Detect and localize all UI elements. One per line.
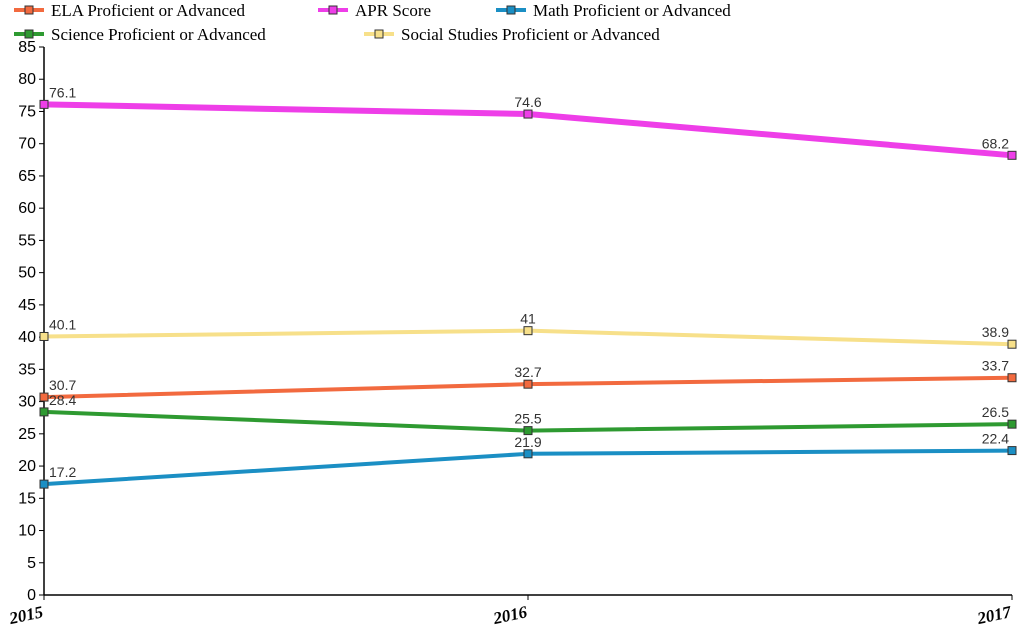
legend-swatch-marker	[328, 5, 338, 15]
y-tick-label: 30	[18, 394, 36, 411]
legend-label: Social Studies Proficient or Advanced	[401, 25, 660, 44]
data-point	[1007, 419, 1017, 429]
data-point	[1007, 339, 1017, 349]
data-label: 40.1	[49, 316, 76, 332]
data-label: 68.2	[982, 135, 1009, 151]
data-label: 74.6	[514, 94, 541, 110]
data-point	[1007, 446, 1017, 456]
legend-swatch-marker	[24, 5, 34, 15]
data-label: 33.7	[982, 358, 1009, 374]
y-tick-label: 40	[18, 329, 36, 346]
y-tick-label: 85	[18, 39, 36, 56]
legend-label: Math Proficient or Advanced	[533, 1, 731, 20]
y-tick-label: 55	[18, 232, 36, 249]
legend-label: APR Score	[355, 1, 431, 20]
data-point	[523, 109, 533, 119]
data-point	[39, 407, 49, 417]
legend-item-ela-proficient-or-advanced: ELA Proficient or Advanced	[14, 1, 246, 20]
x-axis: 2015 2016 2017	[7, 594, 1015, 628]
series-layer: 30.732.7 33.776.174.668.217.221.9 22.428.4…	[39, 84, 1017, 489]
y-tick-label: 35	[18, 361, 36, 378]
data-label: 41	[520, 311, 536, 327]
y-tick-label: 60	[18, 200, 36, 217]
data-label: 21.9	[514, 434, 541, 450]
series-apr-score: 76.1 74.6 68.2	[39, 84, 1017, 160]
data-label: 76.1	[49, 84, 76, 100]
data-point	[39, 479, 49, 489]
series-social-studies-proficient-or-advanced: 40.1 41 38.9	[39, 311, 1017, 349]
y-tick-label: 80	[18, 71, 36, 88]
data-point	[523, 449, 533, 459]
data-point	[39, 331, 49, 341]
legend-label: Science Proficient or Advanced	[51, 25, 266, 44]
legend-swatch-marker	[374, 29, 384, 39]
data-point	[523, 379, 533, 389]
data-label: 26.5	[982, 404, 1009, 420]
y-tick-label: 45	[18, 297, 36, 314]
data-label: 30.7	[49, 377, 76, 393]
data-label: 17.2	[49, 464, 76, 480]
y-tick-label: 65	[18, 168, 36, 185]
data-label: 32.7	[514, 364, 541, 380]
series-math-proficient-or-advanced: 17.2 21.9 22.4	[39, 431, 1017, 489]
data-label: 22.4	[982, 431, 1009, 447]
legend-item-apr-score: APR Score	[318, 1, 431, 20]
y-tick-label: 20	[18, 458, 36, 475]
data-point	[523, 426, 533, 436]
x-tick-label: 2016	[491, 602, 530, 628]
y-tick-label: 75	[18, 103, 36, 120]
y-tick-label: 15	[18, 490, 36, 507]
legend-item-math-proficient-or-advanced: Math Proficient or Advanced	[496, 1, 731, 20]
legend-swatch-marker	[506, 5, 516, 15]
data-point	[1007, 373, 1017, 383]
y-tick-label: 25	[18, 426, 36, 443]
data-point	[39, 392, 49, 402]
legend-label: ELA Proficient or Advanced	[51, 1, 246, 20]
y-tick-label: 0	[27, 587, 36, 604]
series-science-proficient-or-advanced: 28.4 25.5 26.5	[39, 392, 1017, 436]
x-tick-label: 2015	[7, 602, 46, 628]
y-tick-label: 10	[18, 523, 36, 540]
legend-item-science-proficient-or-advanced: Science Proficient or Advanced	[14, 25, 266, 44]
data-point	[39, 99, 49, 109]
series-ela-proficient-or-advanced: 30.7 32.7 33.7	[39, 358, 1017, 402]
y-tick-label: 5	[27, 555, 36, 572]
data-point	[1007, 150, 1017, 160]
y-tick-label: 70	[18, 136, 36, 153]
data-point	[523, 326, 533, 336]
y-axis: 0 5 10 15 20 25 30 35 40 45 50 55 60 65 70 75 80 85	[18, 39, 45, 604]
x-tick-label: 2017	[975, 602, 1015, 628]
data-label: 28.4	[49, 392, 76, 408]
data-label: 25.5	[514, 411, 541, 427]
y-tick-label: 50	[18, 265, 36, 282]
chart-legend: ELA Proficient or Advanced APR Score Math …	[14, 1, 731, 44]
data-label: 38.9	[982, 324, 1009, 340]
legend-item-social-studies-proficient-or-advanced: Social Studies Proficient or Advanced	[364, 25, 660, 44]
legend-swatch-marker	[24, 29, 34, 39]
